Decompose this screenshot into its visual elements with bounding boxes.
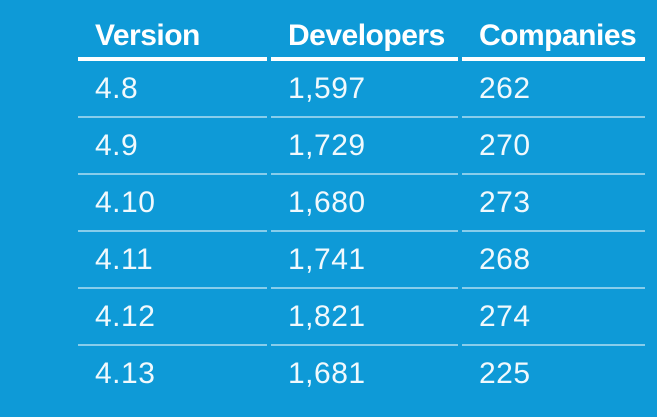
column-header-version: Version [78,0,267,61]
table-row: 4.12 1,821 274 [78,289,645,346]
cell-companies: 274 [462,289,645,346]
cell-companies: 268 [462,232,645,289]
cell-developers: 1,681 [288,357,366,390]
table-row: 4.11 1,741 268 [78,232,645,289]
table-row: 4.13 1,681 225 [78,346,645,417]
cell-developers: 1,729 [271,118,458,175]
table-row: 4.10 1,680 273 [78,175,645,232]
cell-companies: 225 [479,357,531,390]
cell-companies: 262 [462,61,645,118]
cell-developers: 1,680 [271,175,458,232]
table-row: 4.8 1,597 262 [78,61,645,118]
cell-version: 4.8 [78,61,267,118]
table-row: 4.9 1,729 270 [78,118,645,175]
column-header-companies: Companies [462,0,645,61]
cell-version: 4.11 [78,232,267,289]
cell-version: 4.12 [78,289,267,346]
cell-companies: 273 [462,175,645,232]
cell-developers: 1,597 [271,61,458,118]
cell-version: 4.9 [78,118,267,175]
cell-developers: 1,741 [271,232,458,289]
table-header-row: Version Developers Companies [78,0,645,61]
cell-version: 4.10 [78,175,267,232]
cell-version: 4.13 [95,357,156,390]
cell-developers: 1,821 [271,289,458,346]
column-header-developers: Developers [271,0,458,61]
version-stats-table: Version Developers Companies 4.8 1,597 2… [78,0,645,417]
cell-companies: 270 [462,118,645,175]
